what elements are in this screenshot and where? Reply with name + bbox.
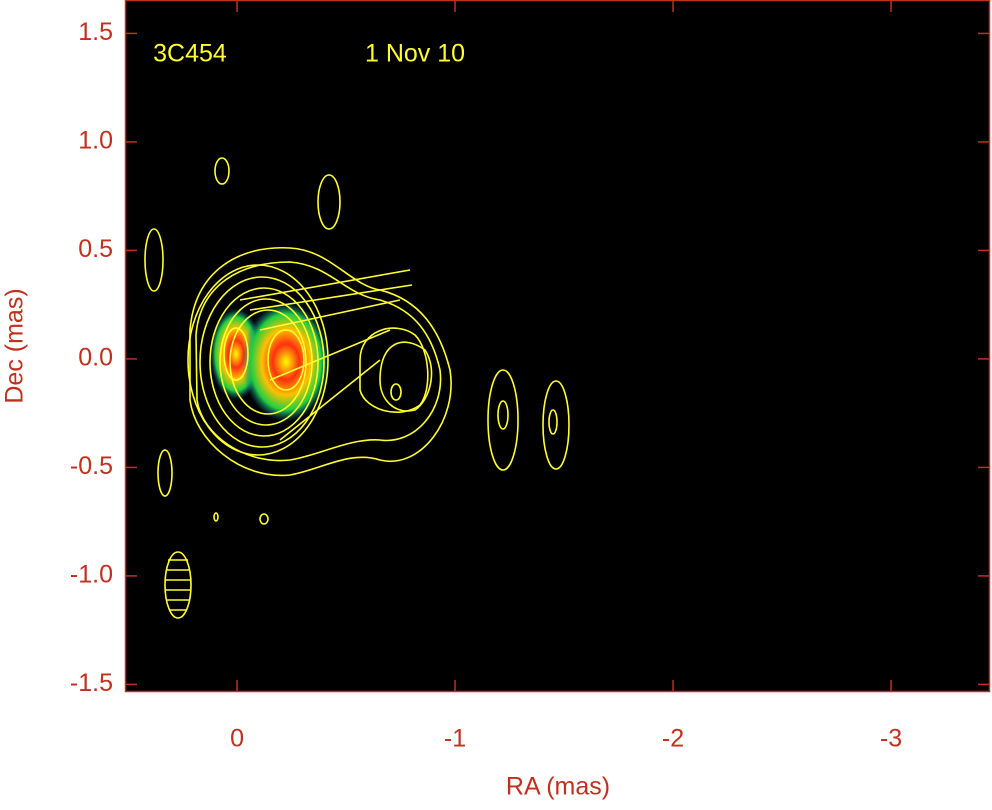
y-axis-label: Dec (mas) <box>1 288 29 403</box>
beam <box>164 551 192 619</box>
x-tick-label: 0 <box>230 725 244 753</box>
axes-frame <box>124 0 991 693</box>
y-tick-label: -0.5 <box>70 452 113 480</box>
y-tick-label: 1.0 <box>78 127 113 155</box>
x-tick-label: -3 <box>880 725 902 753</box>
x-axis-label: RA (mas) <box>506 773 610 801</box>
y-tick-label: 1.5 <box>78 18 113 46</box>
annotation: 1 Nov 10 <box>365 40 465 68</box>
y-tick-label: -1.5 <box>70 669 113 697</box>
annotation: 3C454 <box>153 40 227 68</box>
image <box>144 157 570 619</box>
y-tick-label: 0.5 <box>78 235 113 263</box>
x-tick-label: -2 <box>662 725 684 753</box>
y-tick-label: 0.0 <box>78 344 113 372</box>
y-tick-label: -1.0 <box>70 561 113 589</box>
x-tick-label: -1 <box>444 725 466 753</box>
